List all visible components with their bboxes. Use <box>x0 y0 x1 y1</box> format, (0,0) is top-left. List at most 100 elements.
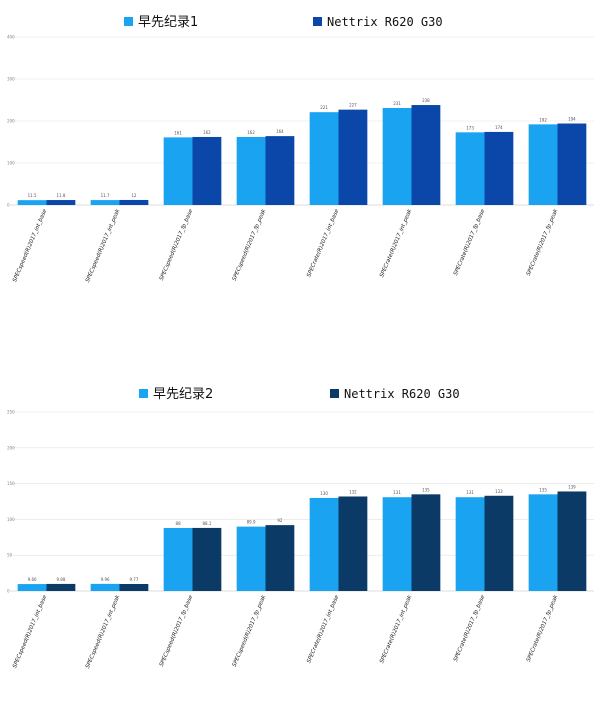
bar-2-8 <box>557 123 587 205</box>
data-label: 9.96 <box>101 577 110 582</box>
category-label: SPECrate(R)2017_fp_peak <box>526 594 560 663</box>
bar-2-6 <box>411 105 441 205</box>
data-label: 162 <box>203 130 211 135</box>
data-label: 194 <box>568 117 576 122</box>
data-label: 130 <box>320 491 328 496</box>
category-label: SPECspeed(R)2017_int_base <box>12 594 48 669</box>
category-label: SPECspeed(R)2017_fp_base <box>159 594 195 668</box>
data-label: 132 <box>349 489 357 494</box>
bar-2-2 <box>119 199 149 205</box>
y-tick-label: 0 <box>7 203 10 208</box>
bar-1-4 <box>236 526 266 591</box>
bar-2-3 <box>192 136 222 205</box>
bar-2-3 <box>192 527 222 591</box>
bar-1-1 <box>17 200 47 205</box>
bar-1-3 <box>163 527 193 591</box>
y-axis-ticks: 0 50 100 150 200 250 <box>7 410 15 594</box>
category-label: SPECspeed(R)2017_fp_peak <box>232 208 268 282</box>
y-tick-label: 250 <box>7 410 15 415</box>
data-label: 231 <box>393 101 401 106</box>
data-label: 9.88 <box>56 577 65 582</box>
data-label: 9.66 <box>28 577 37 582</box>
category-label: SPECspeed(R)2017_int_base <box>12 208 48 283</box>
data-label: 133 <box>495 489 503 494</box>
legend-swatch-series-1 <box>139 389 148 398</box>
y-tick-label: 400 <box>7 35 15 40</box>
category-label: SPECrate(R)2017_int_base <box>306 208 340 278</box>
data-label: 173 <box>466 125 474 130</box>
legend-swatch-series-2 <box>313 17 322 26</box>
data-label: 12 <box>131 193 137 198</box>
bar-2-6 <box>411 494 441 591</box>
data-label: 161 <box>174 130 182 135</box>
bar-1-6 <box>382 497 412 591</box>
legend: 早先纪录2 Nettrix R620 G30 <box>139 387 460 402</box>
bar-1-7 <box>455 497 485 591</box>
legend-label-series-2: Nettrix R620 G30 <box>344 387 460 401</box>
category-label: SPECrate(R)2017_int_peak <box>379 594 414 665</box>
category-labels: SPECspeed(R)2017_int_base SPECspeed(R)201… <box>12 594 560 670</box>
data-labels: 11.5 11.8 11.7 12 161 162 162 164 221 227 231 238 17… <box>28 98 577 198</box>
data-label: 92 <box>277 518 283 523</box>
data-label: 174 <box>495 125 503 130</box>
data-label: 135 <box>422 487 430 492</box>
legend-label-series-1: 早先纪录2 <box>153 387 213 402</box>
data-label: 227 <box>349 103 357 108</box>
bar-1-3 <box>163 137 193 205</box>
bar-1-7 <box>455 132 485 205</box>
y-tick-label: 150 <box>7 481 15 486</box>
chart-1: 早先纪录1 Nettrix R620 G30 0 100 200 300 400 11.… <box>7 15 594 284</box>
data-label: 88.1 <box>202 521 211 526</box>
category-labels: SPECspeed(R)2017_int_base SPECspeed(R)201… <box>12 208 560 284</box>
y-axis-ticks: 0 100 200 300 400 <box>7 35 15 208</box>
legend-swatch-series-2 <box>330 389 339 398</box>
data-label: 131 <box>393 490 401 495</box>
category-label: SPECrate(R)2017_fp_base <box>453 594 487 663</box>
category-label: SPECrate(R)2017_int_peak <box>379 208 414 279</box>
bar-1-5 <box>309 112 339 205</box>
y-tick-label: 200 <box>7 119 15 124</box>
bar-1-4 <box>236 136 266 205</box>
bar-2-5 <box>338 109 368 205</box>
category-label: SPECspeed(R)2017_fp_peak <box>232 594 268 668</box>
y-tick-label: 100 <box>7 161 15 166</box>
data-label: 162 <box>247 130 255 135</box>
bar-2-7 <box>484 131 514 205</box>
data-label: 139 <box>568 484 576 489</box>
legend: 早先纪录1 Nettrix R620 G30 <box>124 15 443 30</box>
data-label: 11.5 <box>28 193 37 198</box>
data-label: 238 <box>422 98 430 103</box>
legend-label-series-1: 早先纪录1 <box>138 15 198 30</box>
legend-swatch-series-1 <box>124 17 133 26</box>
data-label: 88 <box>176 521 182 526</box>
bar-2-1 <box>46 200 76 205</box>
data-label: 11.7 <box>101 193 110 198</box>
legend-label-series-2: Nettrix R620 G30 <box>327 15 443 29</box>
data-label: 164 <box>276 129 284 134</box>
bar-2-7 <box>484 495 514 591</box>
data-label: 135 <box>539 487 547 492</box>
bar-1-5 <box>309 497 339 591</box>
category-label: SPECrate(R)2017_fp_peak <box>526 208 560 277</box>
y-tick-label: 100 <box>7 517 15 522</box>
bar-1-8 <box>528 494 558 591</box>
bar-2-4 <box>265 525 295 591</box>
category-label: SPECspeed(R)2017_fp_base <box>159 208 195 282</box>
y-tick-label: 0 <box>7 589 10 594</box>
category-label: SPECrate(R)2017_fp_base <box>453 208 487 277</box>
bars <box>17 105 587 205</box>
chart-2: 早先纪录2 Nettrix R620 G30 0 50 100 150 200 250 9… <box>7 387 594 670</box>
data-label: 9.77 <box>129 577 138 582</box>
y-tick-label: 200 <box>7 445 15 450</box>
bar-1-2 <box>90 583 120 591</box>
y-tick-label: 50 <box>7 553 13 558</box>
bar-2-1 <box>46 583 76 591</box>
data-label: 89.9 <box>247 520 256 525</box>
bar-1-1 <box>17 584 47 591</box>
bar-1-2 <box>90 200 120 205</box>
y-tick-label: 300 <box>7 77 15 82</box>
category-label: SPECrate(R)2017_int_base <box>306 594 340 664</box>
bar-2-4 <box>265 136 295 205</box>
bar-2-8 <box>557 491 587 591</box>
bar-1-6 <box>382 107 412 205</box>
